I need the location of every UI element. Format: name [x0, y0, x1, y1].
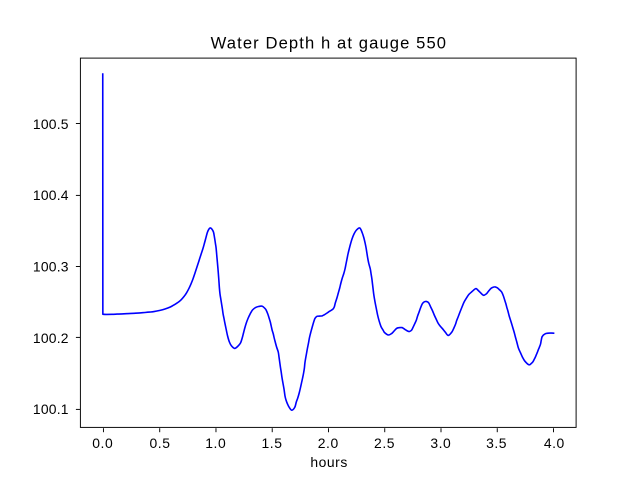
svg-text:1.0: 1.0	[205, 435, 226, 451]
svg-text:100.3: 100.3	[33, 258, 69, 274]
svg-text:0.5: 0.5	[150, 435, 171, 451]
svg-text:3.0: 3.0	[430, 435, 451, 451]
svg-text:4.0: 4.0	[544, 435, 565, 451]
svg-text:2.5: 2.5	[374, 435, 395, 451]
svg-text:100.4: 100.4	[33, 187, 69, 203]
svg-text:3.5: 3.5	[486, 435, 507, 451]
svg-text:1.5: 1.5	[262, 435, 283, 451]
svg-text:100.5: 100.5	[33, 116, 69, 132]
svg-text:100.1: 100.1	[33, 401, 69, 417]
svg-text:0.0: 0.0	[92, 435, 113, 451]
svg-text:Water Depth h at gauge 550: Water Depth h at gauge 550	[211, 33, 447, 52]
svg-text:100.2: 100.2	[33, 330, 69, 346]
svg-text:2.0: 2.0	[318, 435, 339, 451]
svg-text:hours: hours	[310, 454, 348, 470]
